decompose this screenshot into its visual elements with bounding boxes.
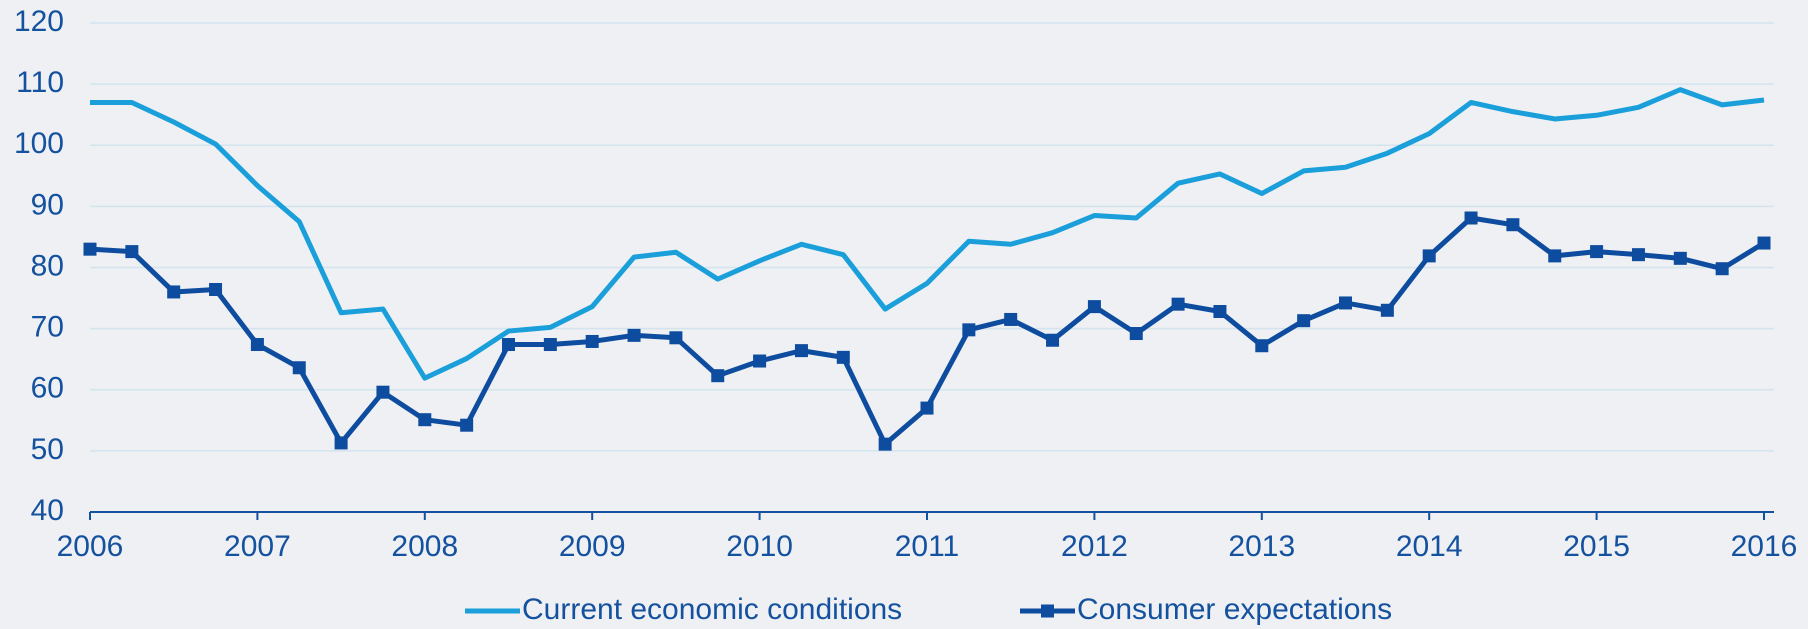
x-tick-label: 2006 — [57, 530, 124, 563]
point-marker — [1422, 249, 1436, 263]
y-tick-label: 40 — [31, 494, 64, 527]
point-marker — [1171, 297, 1185, 311]
point-marker — [334, 436, 348, 450]
series-line — [90, 87, 1765, 381]
y-tick-label: 90 — [31, 188, 64, 221]
point-marker — [1715, 262, 1729, 276]
point-marker — [1548, 249, 1562, 263]
y-tick-label: 110 — [16, 66, 64, 99]
legend-label: Current economic conditions — [522, 593, 902, 626]
point-marker — [669, 331, 683, 345]
point-marker — [1297, 314, 1311, 328]
x-tick-label: 2009 — [559, 530, 626, 563]
point-marker — [836, 350, 850, 364]
point-marker — [209, 283, 223, 297]
point-marker — [1339, 296, 1352, 310]
y-tick-label: 70 — [31, 311, 64, 344]
x-tick-label: 2010 — [726, 530, 793, 563]
x-tick-label: 2008 — [391, 530, 458, 563]
x-tick-label: 2014 — [1396, 530, 1463, 563]
point-marker — [502, 338, 515, 352]
point-marker — [543, 338, 557, 352]
point-marker — [250, 338, 264, 352]
point-marker — [292, 361, 306, 375]
point-marker — [794, 344, 808, 358]
point-marker — [585, 334, 599, 348]
point-marker — [83, 242, 97, 256]
x-tick-label: 2015 — [1563, 530, 1630, 563]
y-tick-label: 120 — [14, 5, 64, 38]
point-marker — [418, 413, 432, 427]
point-marker — [1590, 245, 1604, 259]
point-marker — [1380, 303, 1394, 317]
x-tick-label: 2012 — [1061, 530, 1128, 563]
point-marker — [1464, 211, 1478, 225]
y-tick-label: 80 — [31, 249, 64, 282]
point-marker — [1213, 305, 1227, 319]
x-tick-label: 2007 — [224, 530, 291, 563]
point-marker — [962, 323, 976, 337]
point-marker — [1506, 218, 1520, 232]
y-tick-label: 60 — [31, 372, 64, 405]
point-marker — [460, 418, 474, 432]
point-marker — [1087, 300, 1101, 314]
point-marker — [1004, 312, 1018, 326]
point-marker — [1673, 251, 1687, 265]
x-tick-label: 2013 — [1228, 530, 1295, 563]
point-marker — [1046, 333, 1060, 347]
point-marker — [1631, 248, 1645, 262]
legend-label: Consumer expectations — [1077, 593, 1392, 626]
point-marker — [711, 369, 725, 383]
point-marker — [1255, 339, 1269, 353]
x-tick-label: 2011 — [895, 530, 960, 563]
point-marker — [627, 328, 641, 342]
point-marker — [753, 354, 767, 368]
point-marker — [376, 385, 390, 399]
point-marker — [1757, 236, 1771, 250]
legend-marker — [1041, 604, 1054, 618]
point-marker — [920, 401, 934, 415]
point-marker — [125, 245, 139, 259]
y-tick-label: 100 — [14, 127, 64, 160]
x-tick-label: 2016 — [1731, 530, 1798, 563]
point-marker — [167, 285, 181, 299]
y-tick-label: 50 — [31, 433, 64, 466]
point-marker — [878, 437, 892, 451]
point-marker — [1129, 327, 1143, 341]
